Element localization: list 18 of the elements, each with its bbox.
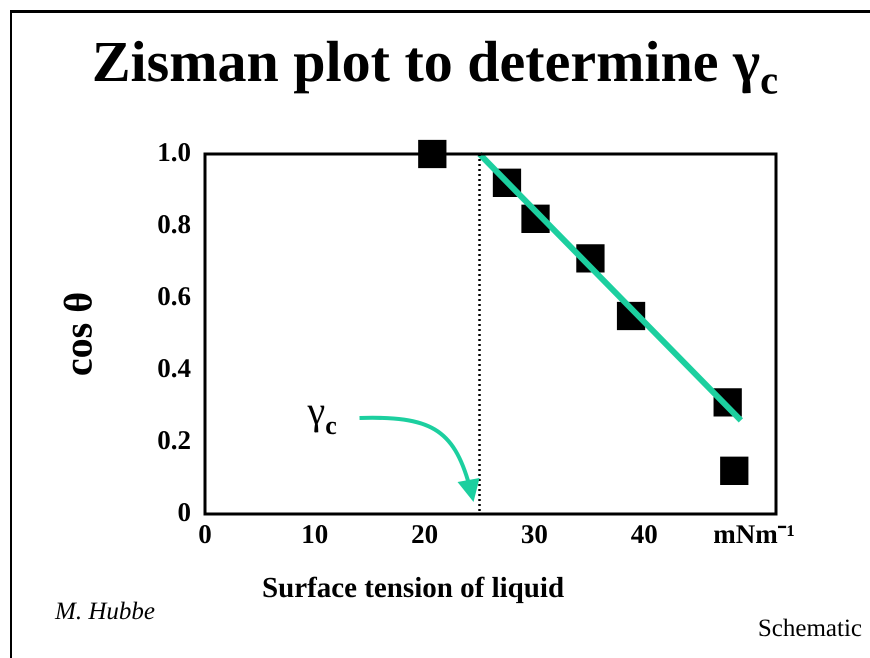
x-tick-label: 20	[411, 519, 438, 550]
y-tick-label: 1.0	[157, 136, 191, 167]
x-tick-label: mNm⁻¹	[713, 519, 795, 550]
x-tick-label: 40	[630, 519, 658, 550]
chart-title: Zisman plot to determine γ$_{c}$	[90, 28, 780, 104]
y-axis-title: cos θ	[54, 292, 102, 376]
x-tick-label: 30	[520, 519, 548, 550]
y-tick-label: 0.6	[157, 280, 191, 311]
point	[720, 456, 748, 485]
x-tick-label: 10	[301, 519, 328, 550]
y-tick-label: 0.8	[157, 208, 191, 239]
y-tick-label: 0.4	[157, 352, 191, 383]
y-tick-label: 0	[178, 496, 191, 527]
x-tick-label: 0	[198, 519, 212, 550]
x-axis-title: Surface tension of liquid	[262, 572, 564, 605]
text: Schematic	[758, 615, 862, 643]
y-tick-label: 0.2	[157, 424, 191, 455]
text: M. Hubbe	[55, 598, 155, 626]
